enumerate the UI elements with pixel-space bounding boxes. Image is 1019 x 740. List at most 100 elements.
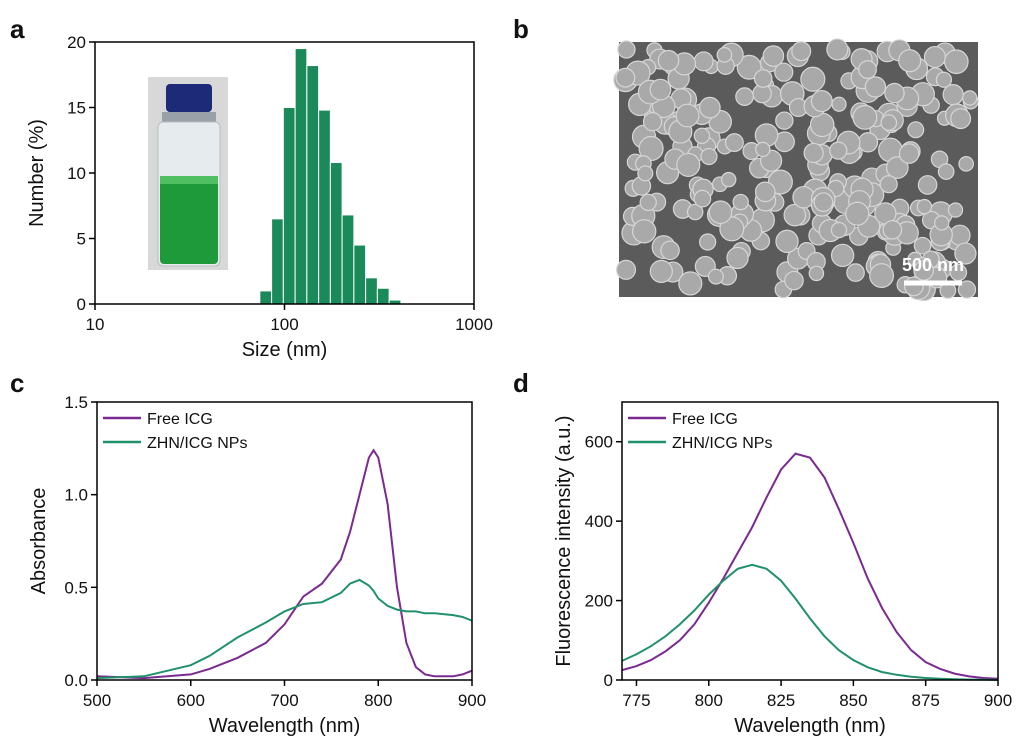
- particle: [615, 67, 636, 88]
- y-tick-label: 200: [585, 592, 613, 611]
- particle: [937, 163, 955, 180]
- particle: [686, 203, 704, 221]
- bar: [282, 107, 296, 305]
- particle: [916, 198, 933, 215]
- particle: [762, 45, 785, 67]
- x-tick-label: 100: [270, 315, 298, 334]
- particle: [923, 45, 946, 69]
- particle: [783, 203, 807, 227]
- line-series: [621, 563, 999, 681]
- bar: [306, 65, 320, 305]
- panel-label: c: [10, 368, 24, 398]
- line-series: [96, 578, 473, 680]
- particle: [846, 263, 865, 282]
- particle: [784, 270, 804, 291]
- particle: [754, 181, 776, 203]
- x-tick-label: 850: [839, 691, 867, 710]
- y-axis-title: Fluorescence intensity (a.u.): [553, 415, 575, 666]
- particle: [693, 51, 714, 72]
- particle: [884, 82, 905, 104]
- y-axis-title: Absorbance: [28, 488, 50, 595]
- particle: [942, 84, 964, 106]
- particle: [830, 221, 848, 239]
- particle: [775, 229, 799, 254]
- particle: [707, 268, 724, 285]
- particle: [660, 240, 680, 261]
- particle: [699, 233, 717, 251]
- x-tick-label: 775: [622, 691, 650, 710]
- particle: [800, 66, 826, 92]
- bar: [294, 48, 308, 305]
- particle: [716, 47, 733, 63]
- panel-label: d: [513, 368, 529, 398]
- y-tick-label: 1.0: [64, 486, 88, 505]
- bar: [365, 277, 378, 305]
- particle: [775, 111, 794, 130]
- bar: [318, 109, 331, 305]
- particle: [708, 200, 733, 225]
- particle: [732, 193, 749, 211]
- particle: [637, 165, 654, 182]
- particle: [943, 49, 969, 75]
- particle: [632, 219, 657, 244]
- x-axis-title: Wavelength (nm): [209, 715, 361, 737]
- bar: [329, 162, 343, 305]
- scale-bar-label: 500 nm: [902, 255, 964, 275]
- particle: [678, 271, 703, 296]
- sem-image: [613, 38, 979, 302]
- particle: [693, 189, 712, 208]
- particle: [700, 147, 718, 166]
- y-tick-label: 0.0: [64, 671, 88, 690]
- particle: [917, 175, 938, 195]
- legend-label: Free ICG: [672, 411, 738, 428]
- particle: [869, 263, 895, 289]
- particle: [831, 96, 847, 112]
- x-tick-label: 825: [767, 691, 795, 710]
- x-tick-label: 875: [912, 691, 940, 710]
- particle: [913, 260, 934, 281]
- y-tick-label: 0.5: [64, 578, 88, 597]
- particle: [615, 259, 637, 280]
- x-tick-label: 10: [86, 315, 105, 334]
- particle: [957, 280, 977, 299]
- particle: [954, 242, 977, 265]
- y-tick-label: 5: [77, 230, 86, 249]
- particle: [676, 152, 701, 177]
- particle: [935, 71, 953, 88]
- y-tick-label: 20: [67, 33, 86, 52]
- particle: [958, 156, 974, 172]
- particle: [657, 49, 680, 72]
- particle: [857, 132, 879, 153]
- panel-label: a: [10, 14, 25, 44]
- bar: [259, 290, 273, 305]
- bar: [353, 244, 367, 305]
- particle: [808, 265, 825, 282]
- bar: [341, 214, 355, 305]
- particle: [774, 62, 794, 82]
- particle: [950, 108, 972, 130]
- particle: [719, 216, 745, 242]
- y-tick-label: 0: [604, 671, 613, 690]
- legend-label: ZHN/ICG NPs: [147, 435, 247, 452]
- particle: [830, 243, 855, 268]
- y-axis-title: Number (%): [26, 119, 48, 227]
- particle: [810, 90, 833, 113]
- y-tick-label: 400: [585, 512, 613, 531]
- particle: [720, 171, 737, 188]
- x-tick-label: 600: [177, 691, 205, 710]
- particle: [885, 156, 909, 180]
- bar: [271, 218, 284, 305]
- legend-label: Free ICG: [147, 411, 213, 428]
- bar: [376, 287, 390, 305]
- y-tick-label: 10: [67, 164, 86, 183]
- particle: [934, 215, 950, 231]
- x-tick-label: 1000: [455, 315, 493, 334]
- particle: [864, 76, 887, 98]
- particle: [947, 202, 964, 218]
- x-tick-label: 700: [270, 691, 298, 710]
- x-axis-title: Size (nm): [242, 339, 328, 361]
- particle: [898, 49, 922, 73]
- y-tick-label: 1.5: [64, 393, 88, 412]
- particle: [649, 78, 672, 101]
- particle: [882, 220, 903, 240]
